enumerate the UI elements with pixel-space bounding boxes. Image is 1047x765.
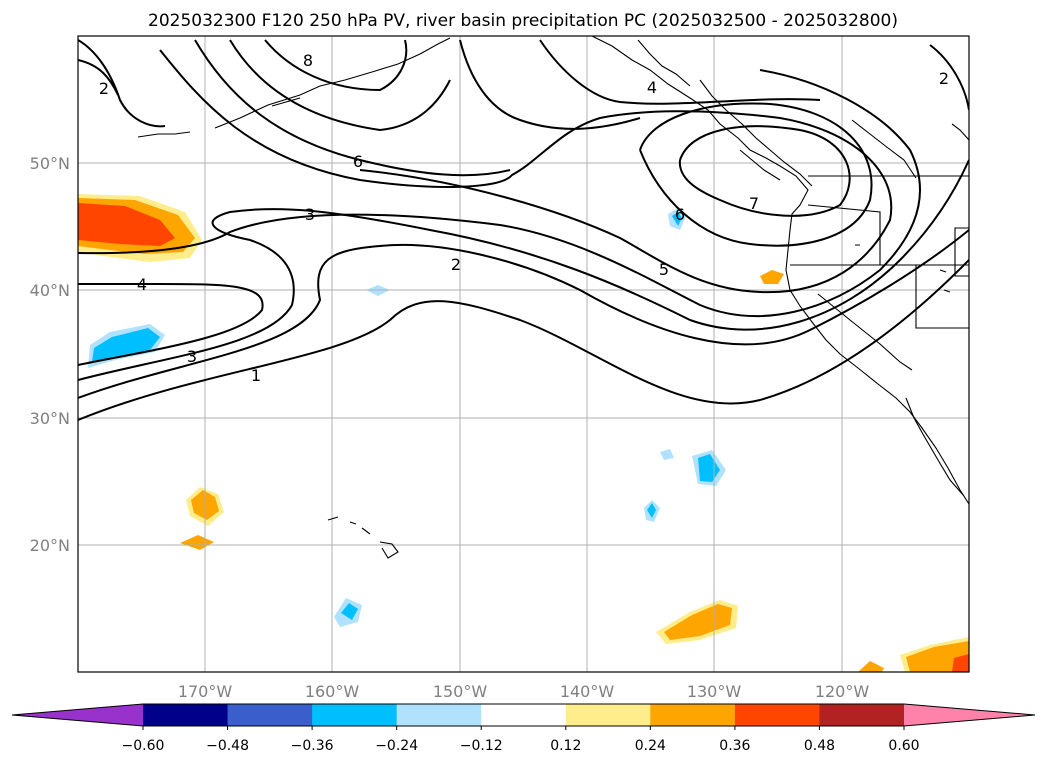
colorbar-extend-low (12, 704, 143, 726)
colorbar-segment (396, 704, 482, 726)
lat-label-20n: 20°N (30, 536, 70, 555)
contour-2-nw (78, 39, 166, 128)
colorbar-segment (227, 704, 313, 726)
shade-positive-se-small (858, 661, 884, 672)
shade-negative-14N-158W-blue (341, 603, 358, 620)
contour-label: 2 (99, 79, 109, 98)
colorbar-tick-label: 0.60 (888, 738, 919, 754)
lat-label-30n: 30°N (30, 409, 70, 428)
colorbar-segment (734, 704, 820, 726)
gridlines (78, 36, 969, 672)
lon-label-120w: 120°W (815, 682, 870, 701)
contour-label: 2 (451, 255, 461, 274)
shade-negative-34N (92, 328, 160, 362)
shade-negative-23N-135W-blue (647, 503, 656, 518)
colorbar-segment (650, 704, 736, 726)
contour-1 (78, 259, 969, 421)
lon-label-160w: 160°W (305, 682, 360, 701)
colorbar: −0.60 −0.48 −0.36 −0.24 −0.12 0.12 0.24 0.36 0.4… (11, 703, 1036, 754)
contour-label: 6 (353, 152, 363, 171)
colorbar-ticks: −0.60 −0.48 −0.36 −0.24 −0.12 0.12 0.24 0.36 0.4… (122, 726, 920, 754)
contour-labels: 8 2 6 3 2 4 3 1 6 7 5 4 2 (99, 51, 949, 385)
contour-label: 5 (659, 260, 669, 279)
map-frame (77, 35, 970, 673)
colorbar-tick-label: −0.24 (375, 738, 418, 754)
contour-4-main (78, 282, 264, 366)
shade-positive-14N-131W (664, 604, 732, 640)
colorbar-segment (565, 704, 651, 726)
lon-labels: 170°W 160°W 150°W 140°W 130°W 120°W (178, 682, 870, 701)
lon-label-170w: 170°W (178, 682, 233, 701)
contour-label: 1 (251, 366, 261, 385)
colorbar-segments (12, 704, 1035, 726)
colorbar-tick-label: 0.24 (635, 738, 666, 754)
colorbar-tick-label: −0.36 (291, 738, 334, 754)
colorbar-tick-label: 0.12 (550, 738, 581, 754)
shade-negative-46N-133W-blue (672, 212, 682, 226)
contour-label: 2 (939, 69, 949, 88)
contour-3-upper (78, 69, 921, 317)
colorbar-tick-label: 0.48 (804, 738, 835, 754)
lat-labels: 50°N 40°N 30°N 20°N (30, 154, 70, 555)
shade-positive-41N-125W (760, 270, 784, 284)
contour-2-main (78, 229, 969, 399)
colorbar-tick-label: −0.48 (206, 738, 249, 754)
map-title: 2025032300 F120 250 hPa PV, river basin … (148, 11, 898, 31)
lon-label-140w: 140°W (560, 682, 615, 701)
shade-negative-27N-135W (660, 449, 674, 460)
shade-west-pacific-red (78, 203, 175, 246)
contour-label: 7 (749, 194, 759, 213)
contour-label: 4 (137, 275, 147, 294)
colorbar-extend-high (904, 704, 1035, 726)
contour-6-upper (194, 39, 511, 177)
contour-7-upper (229, 39, 451, 132)
contour-label: 3 (305, 205, 315, 224)
lon-label-130w: 130°W (687, 682, 742, 701)
contour-label: 4 (647, 78, 657, 97)
contour-4-upper (459, 39, 641, 130)
colorbar-tick-label: 0.36 (719, 738, 750, 754)
contour-6-ring (639, 102, 873, 247)
shade-positive-se-corner-red (952, 654, 969, 672)
contour-inner-ring (539, 39, 821, 105)
colorbar-segment (143, 704, 229, 726)
pv-contours (78, 39, 969, 421)
colorbar-tick-label: −0.60 (122, 738, 165, 754)
colorbar-segment (819, 704, 905, 726)
lat-label-50n: 50°N (30, 154, 70, 173)
contour-4-west (78, 59, 119, 96)
contour-label: 3 (187, 347, 197, 366)
colorbar-segment (312, 704, 398, 726)
colorbar-tick-label: −0.12 (460, 738, 503, 754)
contour-label: 8 (303, 51, 313, 70)
precip-shading (78, 194, 969, 672)
contour-3-main (78, 159, 969, 381)
contour-5 (159, 49, 893, 294)
map-area: 8 2 6 3 2 4 3 1 6 7 5 4 2 (77, 35, 970, 673)
lat-label-40n: 40°N (30, 281, 70, 300)
contour-label: 6 (675, 205, 685, 224)
contour-8-upper (264, 39, 408, 92)
colorbar-segment (481, 704, 567, 726)
contour-2-ne (929, 44, 969, 111)
contour-7-ring (678, 125, 851, 217)
lon-label-150w: 150°W (433, 682, 488, 701)
